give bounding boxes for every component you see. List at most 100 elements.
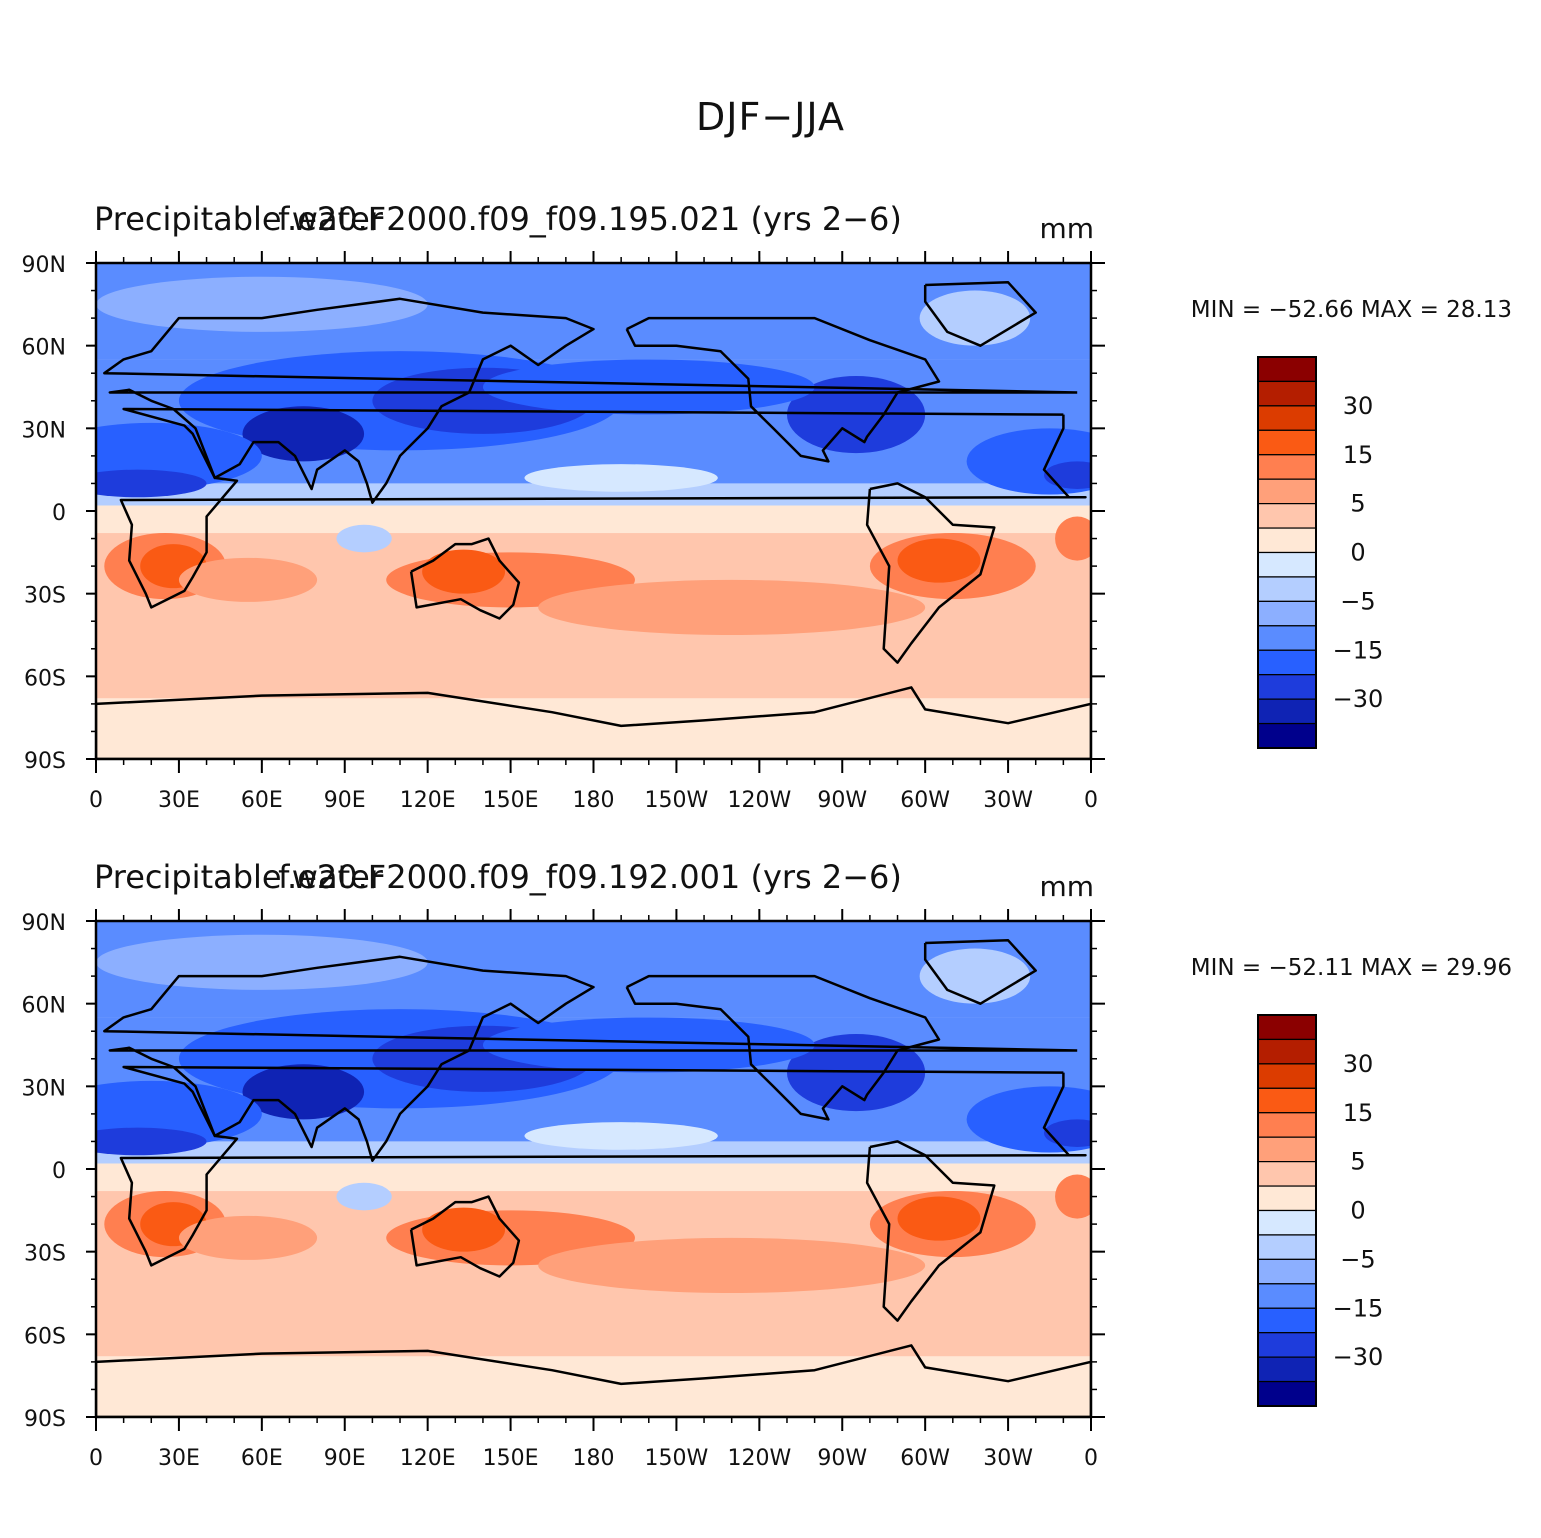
field-patch	[538, 579, 926, 635]
coastline	[409, 537, 521, 620]
coastline	[923, 281, 1037, 347]
colorbar-swatch	[1257, 1112, 1317, 1138]
lat-label: 90N	[22, 911, 66, 936]
colorbar-swatch	[1257, 551, 1317, 578]
lat-label: 60S	[24, 1324, 66, 1349]
field-band	[96, 1293, 1091, 1357]
lat-label: 90S	[24, 749, 66, 774]
field-patch	[242, 406, 365, 462]
lon-label: 120E	[400, 1446, 456, 1471]
lon-label: 30W	[983, 788, 1033, 813]
colorbar-swatch	[1257, 1307, 1317, 1334]
lon-label: 0	[1084, 788, 1098, 813]
lon-label: 150W	[645, 788, 709, 813]
lon-label: 90E	[324, 1446, 366, 1471]
figure-title: DJF−JJA	[696, 95, 845, 139]
lon-label: 0	[89, 788, 103, 813]
colorbar-swatch	[1257, 1014, 1317, 1041]
colorbar-swatch	[1257, 1063, 1317, 1089]
lat-label: 0	[52, 1159, 66, 1184]
coastline	[119, 1065, 1087, 1267]
field-patch	[336, 1182, 392, 1211]
colorbar-swatch	[1257, 405, 1317, 431]
field-patch	[1044, 461, 1091, 489]
field-patch	[897, 1196, 981, 1241]
field-patch	[96, 1127, 207, 1156]
colorbar-swatch	[1257, 1136, 1317, 1163]
lat-label: 30N	[22, 418, 66, 443]
field-band	[96, 635, 1091, 699]
lon-label: 180	[573, 788, 615, 813]
colorbar-label: 15	[1343, 1099, 1374, 1127]
colorbar-swatch	[1257, 1234, 1317, 1260]
colorbar-frame	[1257, 1014, 1317, 1407]
coastline	[625, 316, 941, 463]
colorbar-swatch	[1257, 674, 1317, 700]
colorbar-label: 15	[1343, 441, 1374, 469]
panel-bottom-svg: Precipitable waterf.e20.F2000.f09_f09.19…	[22, 858, 1512, 1471]
colorbar-label: −5	[1340, 587, 1375, 615]
field-patch	[966, 428, 1091, 495]
field-patch	[524, 1122, 718, 1150]
field-patch	[1055, 516, 1091, 561]
colorbar-swatch	[1257, 1185, 1317, 1212]
coastline	[923, 939, 1037, 1005]
colorbar-label: 0	[1350, 1197, 1365, 1225]
lon-label: 120W	[727, 1446, 791, 1471]
lon-label: 120W	[727, 788, 791, 813]
lat-label: 90N	[22, 253, 66, 278]
colorbar-label: 5	[1350, 1148, 1365, 1176]
coastline	[409, 1195, 521, 1278]
colorbar-label: 30	[1343, 1050, 1374, 1078]
lon-label: 90W	[817, 788, 867, 813]
lon-label: 120E	[400, 788, 456, 813]
lat-label: 60S	[24, 666, 66, 691]
field-patch	[96, 934, 428, 990]
lon-label: 0	[1084, 1446, 1098, 1471]
colorbar-swatch	[1257, 527, 1317, 554]
coastline	[865, 1140, 996, 1322]
lon-label: 150E	[483, 1446, 539, 1471]
units-label: mm	[1039, 870, 1094, 903]
lon-label: 60E	[241, 788, 283, 813]
field-patch	[482, 359, 815, 415]
colorbar-swatch	[1257, 576, 1317, 602]
colorbar-label: −30	[1333, 685, 1384, 713]
colorbar-swatch	[1257, 600, 1317, 627]
lon-label: 60E	[241, 1446, 283, 1471]
coastline	[119, 407, 1087, 609]
colorbar-swatch	[1257, 1087, 1317, 1114]
lon-label: 150E	[483, 788, 539, 813]
lat-label: 0	[52, 501, 66, 526]
field-patch	[1055, 1174, 1091, 1219]
colorbar-swatch	[1257, 1380, 1317, 1407]
coastline	[96, 686, 1091, 759]
colorbar-swatch	[1257, 1038, 1317, 1065]
colorbar-swatch	[1257, 722, 1317, 749]
coastline	[103, 955, 1078, 1162]
field-patch	[966, 1086, 1091, 1153]
colorbar-swatch	[1257, 454, 1317, 480]
colorbar-swatch	[1257, 1356, 1317, 1383]
lon-label: 60W	[900, 788, 950, 813]
lon-label: 150W	[645, 1446, 709, 1471]
colorbar-label: 5	[1350, 490, 1365, 518]
lat-label: 30S	[24, 1242, 66, 1267]
min-max-label: MIN = −52.11 MAX = 29.96	[1191, 955, 1512, 981]
field-patch	[524, 464, 718, 492]
field-patch	[178, 557, 318, 602]
lon-label: 180	[573, 1446, 615, 1471]
field-patch	[897, 538, 981, 583]
field-patch	[96, 469, 207, 498]
panel-top: Precipitable water f.e20.F2000.f09_f09.19…	[0, 0, 1541, 813]
field-patch	[422, 1207, 506, 1252]
field-patch	[336, 524, 392, 553]
lon-label: 30W	[983, 1446, 1033, 1471]
colorbar-swatch	[1257, 478, 1317, 505]
lon-label: 90E	[324, 788, 366, 813]
colorbar-swatch	[1257, 1283, 1317, 1309]
lat-label: 60N	[22, 336, 66, 361]
center-title: f.e20.F2000.f09_f09.192.001 (yrs 2−6)	[278, 858, 902, 896]
lat-label: 90S	[24, 1407, 66, 1432]
colorbar-swatch	[1257, 1332, 1317, 1358]
